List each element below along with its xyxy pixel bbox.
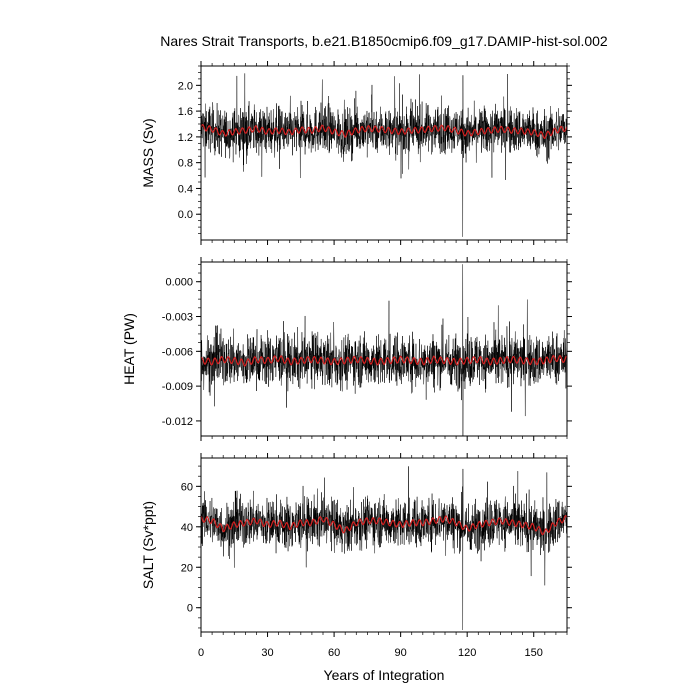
y-tick-label: -0.012 xyxy=(162,416,193,428)
monthly-series-line xyxy=(200,264,568,437)
panel-heat: 0.000 -0.003 -0.006 -0.009 -0.012 HEAT (PW) xyxy=(121,261,572,437)
y-tick-label: 60 xyxy=(181,481,193,493)
y-tick-label: 20 xyxy=(181,562,193,574)
panel-salt-frame xyxy=(200,457,568,633)
annual-mean-line xyxy=(200,354,568,367)
x-tick-label: 30 xyxy=(261,647,273,659)
panel-salt: 0 20 40 60 SALT (Sv*ppt) xyxy=(140,457,572,633)
panel-mass: 0.0 0.4 0.8 1.2 1.6 2.0 MASS (Sv) xyxy=(140,65,572,241)
panel-salt-data xyxy=(200,466,568,630)
panel-heat-ylabel: HEAT (PW) xyxy=(121,313,137,385)
y-tick-label: 1.6 xyxy=(178,106,193,118)
y-tick-label: 40 xyxy=(181,522,193,534)
panel-heat-frame xyxy=(200,261,568,437)
panel-mass-y-axis: 0.0 0.4 0.8 1.2 1.6 2.0 xyxy=(178,65,572,234)
y-tick-label: 0.4 xyxy=(178,183,193,195)
x-tick-label: 60 xyxy=(328,647,340,659)
x-axis-label: Years of Integration xyxy=(324,667,445,683)
panel-heat-y-axis: 0.000 -0.003 -0.006 -0.009 -0.012 xyxy=(162,263,572,428)
annual-mean-line xyxy=(200,123,568,139)
panel-salt-ylabel: SALT (Sv*ppt) xyxy=(140,501,156,589)
y-tick-label: 0 xyxy=(187,603,193,615)
chart-title: Nares Strait Transports, b.e21.B1850cmip… xyxy=(160,33,608,49)
monthly-series-line xyxy=(200,73,568,237)
x-tick-label: 90 xyxy=(395,647,407,659)
annual-mean-line xyxy=(200,515,568,536)
panel-mass-frame xyxy=(200,65,568,241)
y-tick-label: 2.0 xyxy=(178,80,193,92)
y-tick-label: -0.003 xyxy=(162,312,193,324)
x-tick-label: 120 xyxy=(458,647,476,659)
panel-mass-data xyxy=(200,73,568,237)
y-tick-label: -0.009 xyxy=(162,381,193,393)
y-tick-label: 0.0 xyxy=(178,209,193,221)
x-tick-label: 0 xyxy=(198,647,204,659)
x-tick-label: 150 xyxy=(525,647,543,659)
panel-heat-data xyxy=(200,264,568,437)
y-tick-label: 0.000 xyxy=(165,277,193,289)
panel-salt-y-axis: 0 20 40 60 xyxy=(181,465,572,629)
x-axis: 0 30 60 90 120 150 xyxy=(198,61,568,659)
y-tick-label: 0.8 xyxy=(178,158,193,170)
y-tick-label: -0.006 xyxy=(162,346,193,358)
monthly-series-line xyxy=(200,466,568,630)
y-tick-label: 1.2 xyxy=(178,132,193,144)
panel-mass-ylabel: MASS (Sv) xyxy=(140,118,156,187)
